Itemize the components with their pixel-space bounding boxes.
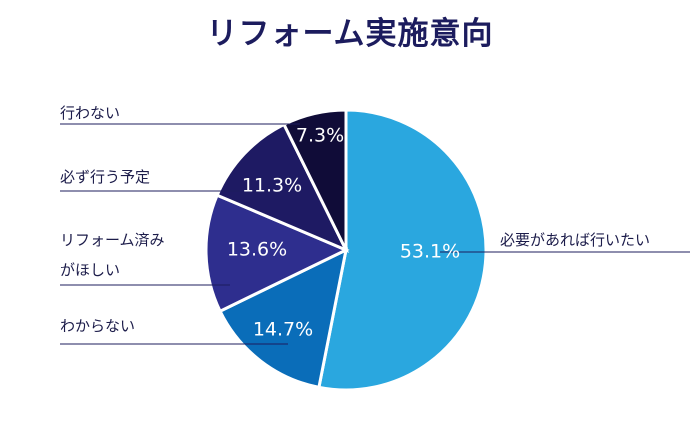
pie-slice (204, 193, 350, 314)
chart-title: リフォーム実施意向 (206, 16, 494, 52)
slice-label: リフォーム済みがほしい (60, 231, 165, 279)
slice-value-label: 53.1% (400, 241, 460, 263)
pie-slice (218, 247, 349, 390)
slice-label: 行わない (60, 104, 120, 122)
slice-value-label: 13.6% (227, 239, 287, 261)
pie-slice (317, 108, 488, 392)
slice-value-label: 14.7% (253, 319, 313, 341)
slice-value-label: 7.3% (296, 125, 344, 147)
slice-value-label: 11.3% (242, 175, 302, 197)
slice-label: わからない (60, 317, 135, 335)
slice-label: 必ず行う予定 (60, 168, 150, 186)
slice-label: 必要があれば行いたい (500, 231, 650, 249)
